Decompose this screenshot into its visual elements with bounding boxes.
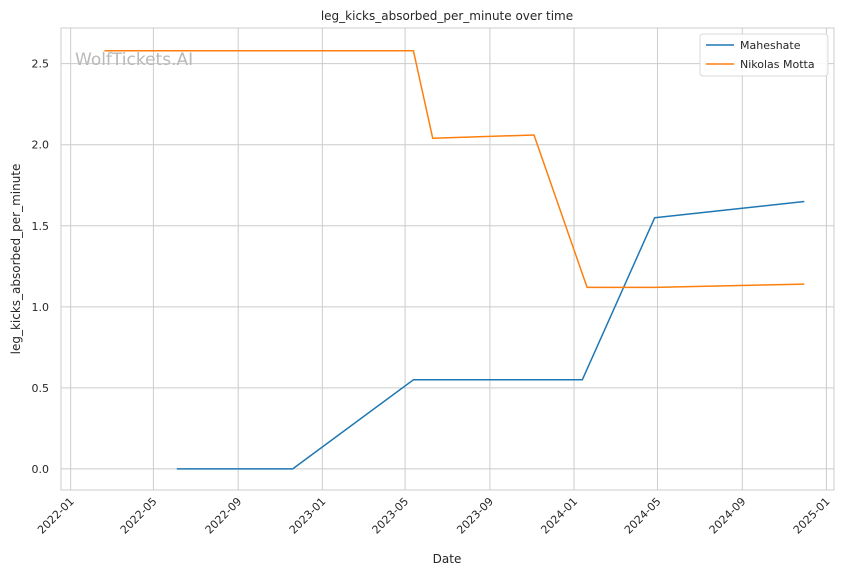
- x-axis-title: Date: [433, 552, 462, 566]
- x-tick-label: 2022-05: [118, 495, 160, 537]
- plot-frame: [60, 27, 835, 491]
- grid: [61, 28, 834, 490]
- chart-title: leg_kicks_absorbed_per_minute over time: [321, 9, 573, 23]
- x-tick-label: 2024-05: [622, 495, 664, 537]
- watermark: WolfTickets.AI: [75, 50, 193, 70]
- y-tick-labels: 0.0 0.5 1.0 1.5 2.0 2.5: [32, 58, 50, 476]
- y-tick-label: 1.0: [32, 301, 50, 314]
- y-tick-label: 0.0: [32, 463, 50, 476]
- x-tick-label: 2023-09: [454, 495, 496, 537]
- y-tick-label: 2.0: [32, 139, 50, 152]
- x-tick-label: 2024-01: [538, 495, 580, 537]
- y-axis-title: leg_kicks_absorbed_per_minute: [9, 164, 23, 355]
- legend-label-1: Maheshate: [740, 39, 801, 52]
- x-tick-label: 2024-09: [707, 495, 749, 537]
- y-tick-label: 0.5: [32, 382, 50, 395]
- legend: Maheshate Nikolas Motta: [699, 33, 829, 77]
- series-layer: [104, 49, 805, 470]
- y-tick-label: 1.5: [32, 220, 50, 233]
- series-line-1: [176, 200, 805, 470]
- series-line-2: [104, 49, 805, 289]
- x-tick-labels: 2022-01 2022-05 2022-09 2023-01 2023-05 2023-…: [35, 495, 832, 537]
- legend-label-2: Nikolas Motta: [740, 58, 815, 71]
- x-tick-label: 2023-01: [287, 495, 329, 537]
- x-tick-label: 2025-01: [791, 495, 833, 537]
- y-tick-label: 2.5: [32, 58, 50, 71]
- x-tick-label: 2023-05: [370, 495, 412, 537]
- x-tick-label: 2022-09: [203, 495, 245, 537]
- x-tick-label: 2022-01: [35, 495, 77, 537]
